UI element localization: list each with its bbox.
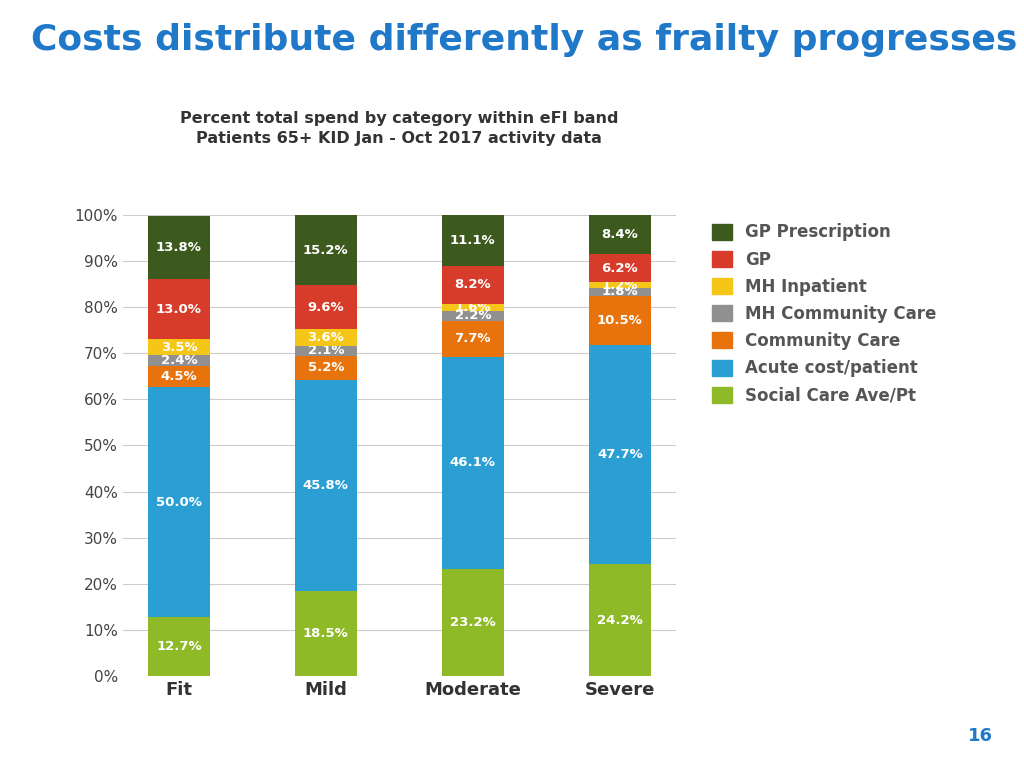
Text: 8.4%: 8.4%	[601, 228, 638, 241]
Bar	[589, 288, 650, 296]
Text: Costs distribute differently as frailty progresses: Costs distribute differently as frailty …	[31, 23, 1017, 57]
Text: 7.7%: 7.7%	[455, 333, 492, 346]
Text: 23.2%: 23.2%	[450, 616, 496, 629]
Bar	[442, 214, 504, 266]
Text: 50.0%: 50.0%	[156, 495, 202, 508]
Text: 24.2%: 24.2%	[597, 614, 643, 627]
Bar	[295, 356, 356, 379]
Text: 18.5%: 18.5%	[303, 627, 349, 640]
Bar	[295, 346, 356, 356]
Bar	[148, 355, 210, 366]
Bar	[589, 296, 650, 345]
Text: 46.1%: 46.1%	[450, 456, 496, 469]
Text: 2.4%: 2.4%	[161, 354, 198, 367]
Bar	[148, 617, 210, 676]
Bar	[295, 591, 356, 676]
Bar	[148, 216, 210, 279]
Text: 9.6%: 9.6%	[307, 301, 344, 313]
Text: 6.2%: 6.2%	[601, 262, 638, 274]
Text: 10.5%: 10.5%	[597, 314, 643, 327]
Text: 2.1%: 2.1%	[307, 344, 344, 357]
Bar	[295, 329, 356, 346]
Bar	[148, 387, 210, 617]
Bar	[589, 283, 650, 288]
Text: 1.6%: 1.6%	[455, 301, 492, 313]
Bar	[442, 311, 504, 321]
Bar	[442, 321, 504, 356]
Bar	[148, 279, 210, 339]
Text: 5.2%: 5.2%	[307, 361, 344, 374]
Bar	[442, 303, 504, 311]
Bar	[148, 366, 210, 387]
Text: 3.5%: 3.5%	[161, 340, 198, 353]
Bar	[589, 215, 650, 253]
Text: 47.7%: 47.7%	[597, 448, 643, 461]
Text: 16: 16	[969, 727, 993, 745]
Bar	[589, 564, 650, 676]
Text: 2.2%: 2.2%	[455, 310, 492, 323]
Bar	[295, 285, 356, 329]
Bar	[589, 345, 650, 564]
Text: 1.8%: 1.8%	[601, 286, 638, 299]
Text: 13.8%: 13.8%	[156, 241, 202, 253]
Text: 11.1%: 11.1%	[450, 233, 496, 247]
Text: 4.5%: 4.5%	[161, 370, 198, 383]
Bar	[295, 215, 356, 285]
Bar	[442, 356, 504, 569]
Bar	[442, 569, 504, 676]
Text: Percent total spend by category within eFI band
Patients 65+ KID Jan - Oct 2017 : Percent total spend by category within e…	[180, 111, 618, 146]
Text: 8.2%: 8.2%	[455, 278, 492, 291]
Bar	[148, 339, 210, 355]
Bar	[442, 266, 504, 303]
Text: 3.6%: 3.6%	[307, 331, 344, 344]
Text: 12.7%: 12.7%	[156, 640, 202, 653]
Text: 15.2%: 15.2%	[303, 243, 349, 257]
Legend: GP Prescription, GP, MH Inpatient, MH Community Care, Community Care, Acute cost: GP Prescription, GP, MH Inpatient, MH Co…	[712, 223, 937, 405]
Text: 45.8%: 45.8%	[303, 478, 349, 492]
Bar	[295, 379, 356, 591]
Text: 13.0%: 13.0%	[156, 303, 202, 316]
Text: 1.2%: 1.2%	[601, 279, 638, 292]
Bar	[589, 253, 650, 283]
